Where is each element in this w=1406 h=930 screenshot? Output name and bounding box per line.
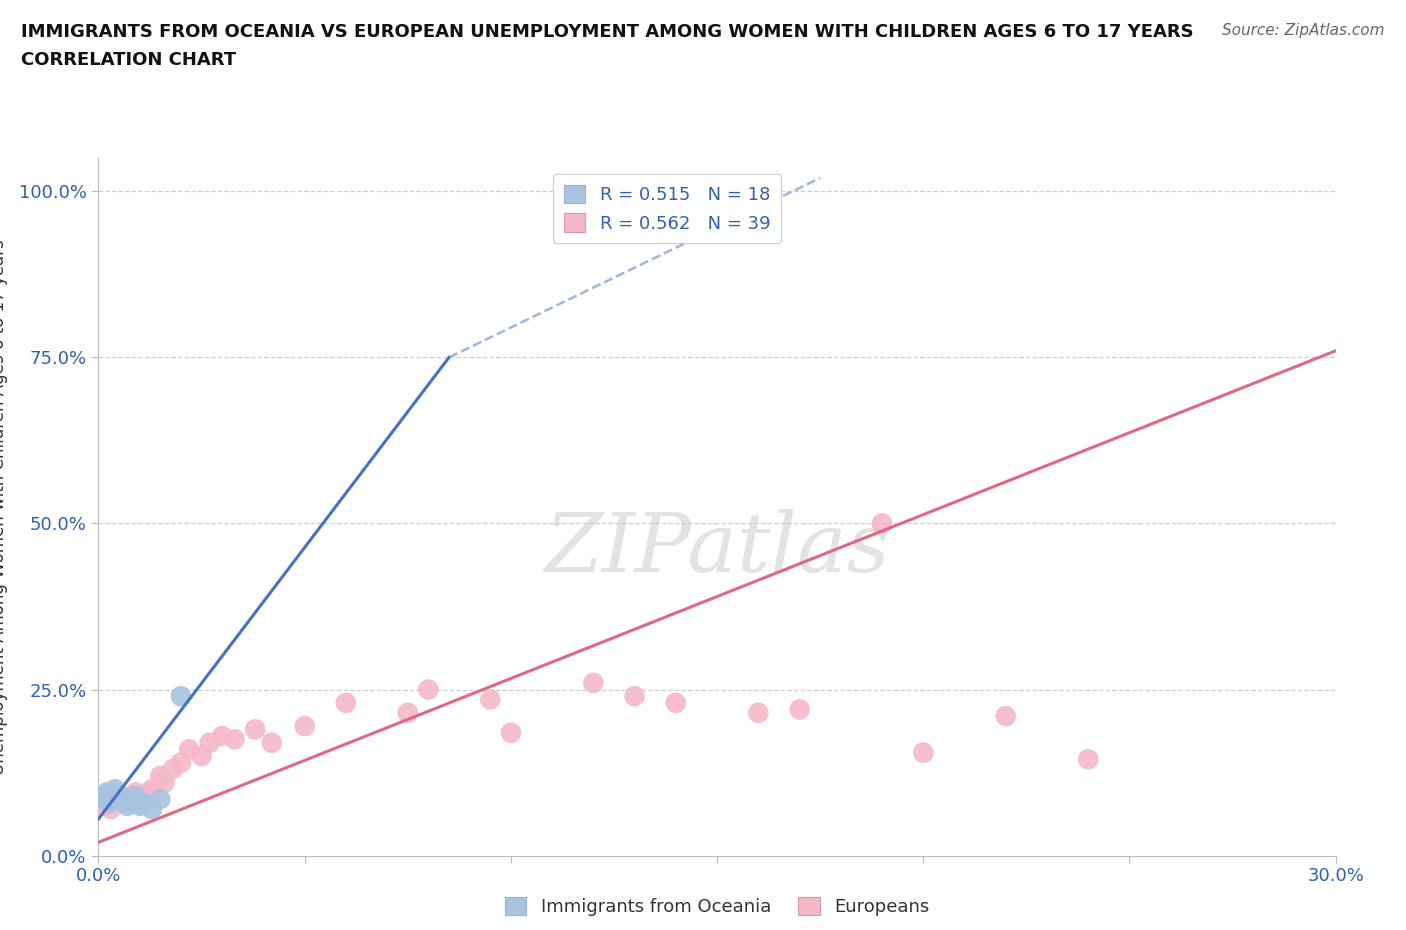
Point [479,692,502,707]
Point [104,791,127,806]
Point [243,722,266,737]
Point [108,789,131,804]
Point [96,785,118,800]
Point [112,791,135,806]
Point [136,785,159,800]
Point [96,789,118,804]
Legend: Immigrants from Oceania, Europeans: Immigrants from Oceania, Europeans [498,889,936,923]
Point [870,516,893,531]
Point [396,705,419,720]
Point [128,798,150,813]
Point [141,782,163,797]
Point [294,719,316,734]
Point [124,785,146,800]
Point [100,802,122,817]
Point [153,775,176,790]
Point [120,795,142,810]
Point [623,689,645,704]
Point [418,682,440,697]
Point [117,791,139,806]
Point [912,745,935,760]
Point [141,802,163,817]
Point [170,755,193,770]
Point [170,689,193,704]
Text: ZIPatlas: ZIPatlas [544,509,890,589]
Text: CORRELATION CHART: CORRELATION CHART [21,51,236,69]
Point [994,709,1017,724]
Point [96,795,118,810]
Point [108,789,131,804]
Point [162,762,184,777]
Text: IMMIGRANTS FROM OCEANIA VS EUROPEAN UNEMPLOYMENT AMONG WOMEN WITH CHILDREN AGES : IMMIGRANTS FROM OCEANIA VS EUROPEAN UNEM… [21,23,1194,41]
Point [104,791,127,806]
Point [623,217,645,232]
Text: Source: ZipAtlas.com: Source: ZipAtlas.com [1222,23,1385,38]
Point [128,795,150,810]
Point [747,705,769,720]
Point [91,798,114,813]
Point [124,789,146,804]
Point [132,795,155,810]
Point [132,789,155,804]
Point [190,749,212,764]
Point [120,789,142,804]
Point [104,782,127,797]
Point [1077,751,1099,766]
Point [198,736,221,751]
Point [747,210,769,225]
Point [665,696,688,711]
Point [789,702,811,717]
Point [335,696,357,711]
Point [91,791,114,806]
Point [112,795,135,810]
Point [149,791,172,806]
Point [582,675,605,690]
Point [260,736,283,751]
Point [100,795,122,810]
Point [211,728,233,743]
Y-axis label: Unemployment Among Women with Children Ages 6 to 17 years: Unemployment Among Women with Children A… [0,239,7,775]
Point [149,768,172,783]
Point [499,725,522,740]
Point [117,798,139,813]
Point [224,732,246,747]
Point [179,742,201,757]
